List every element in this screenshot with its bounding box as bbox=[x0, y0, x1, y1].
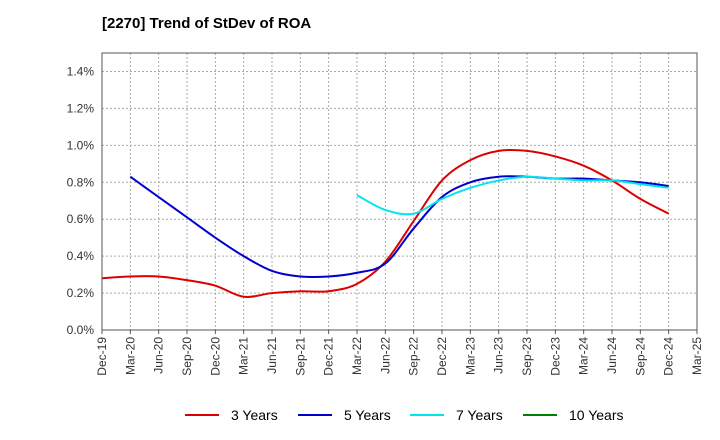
y-tick-label: 1.4% bbox=[67, 64, 95, 78]
legend-label-3-years: 3 Years bbox=[231, 407, 278, 423]
x-tick-label: Mar-20 bbox=[123, 337, 137, 375]
x-tick-label: Sep-24 bbox=[633, 337, 647, 376]
x-tick-label: Dec-22 bbox=[435, 337, 449, 376]
x-tick-label: Dec-20 bbox=[208, 337, 222, 376]
legend-swatch-10-years bbox=[523, 414, 557, 416]
series-line-3-years bbox=[101, 148, 670, 298]
x-tick-label: Mar-23 bbox=[463, 337, 477, 375]
series-line-5-years bbox=[129, 175, 669, 279]
y-tick-label: 0.8% bbox=[67, 175, 95, 189]
legend-swatch-3-years bbox=[185, 414, 219, 416]
x-tick-label: Dec-23 bbox=[548, 337, 562, 376]
x-tick-label: Mar-21 bbox=[237, 337, 251, 375]
legend-item-5-years: 5 Years bbox=[298, 405, 391, 425]
x-tick-label: Sep-22 bbox=[407, 337, 421, 376]
legend-swatch-7-years bbox=[410, 414, 444, 416]
x-tick-label: Mar-24 bbox=[577, 337, 591, 375]
x-tick-label: Jun-23 bbox=[492, 337, 506, 374]
series-layer bbox=[101, 148, 670, 298]
x-tick-label: Dec-24 bbox=[662, 337, 676, 376]
legend-swatch-5-years bbox=[298, 414, 332, 416]
x-tick-label: Jun-24 bbox=[605, 337, 619, 374]
legend-item-3-years: 3 Years bbox=[185, 405, 278, 425]
x-tick-label: Jun-22 bbox=[378, 337, 392, 374]
x-tick-label: Sep-23 bbox=[520, 337, 534, 376]
x-tick-label: Dec-21 bbox=[322, 337, 336, 376]
x-tick-label: Dec-19 bbox=[95, 337, 109, 376]
x-tick-label: Sep-21 bbox=[293, 337, 307, 376]
legend-item-10-years: 10 Years bbox=[523, 405, 624, 425]
x-tick-label: Sep-20 bbox=[180, 337, 194, 376]
plot-border bbox=[101, 52, 698, 331]
legend: 3 Years 5 Years 7 Years 10 Years bbox=[0, 405, 720, 425]
x-tick-label: Jun-20 bbox=[152, 337, 166, 374]
grid-layer bbox=[102, 53, 697, 330]
x-tick-label: Mar-22 bbox=[350, 337, 364, 375]
legend-label-5-years: 5 Years bbox=[344, 407, 391, 423]
chart-title: [2270] Trend of StDev of ROA bbox=[102, 15, 312, 32]
y-tick-label: 1.2% bbox=[67, 101, 95, 115]
legend-label-7-years: 7 Years bbox=[456, 407, 503, 423]
y-tick-label: 0.0% bbox=[67, 323, 95, 337]
x-tick-label: Mar-25 bbox=[690, 337, 704, 375]
y-tick-label: 0.6% bbox=[67, 212, 95, 226]
y-tick-label: 1.0% bbox=[67, 138, 95, 152]
legend-item-7-years: 7 Years bbox=[410, 405, 503, 425]
x-tick-label: Jun-21 bbox=[265, 337, 279, 374]
legend-label-10-years: 10 Years bbox=[569, 407, 624, 423]
y-tick-label: 0.2% bbox=[67, 286, 95, 300]
series-line-7-years bbox=[356, 175, 669, 216]
axis-layer: 0.0% 0.2% 0.4% 0.6% 0.8% 1.0% 1.2% 1.4% Dec-19 Ma… bbox=[67, 52, 704, 376]
y-tick-label: 0.4% bbox=[67, 249, 95, 263]
